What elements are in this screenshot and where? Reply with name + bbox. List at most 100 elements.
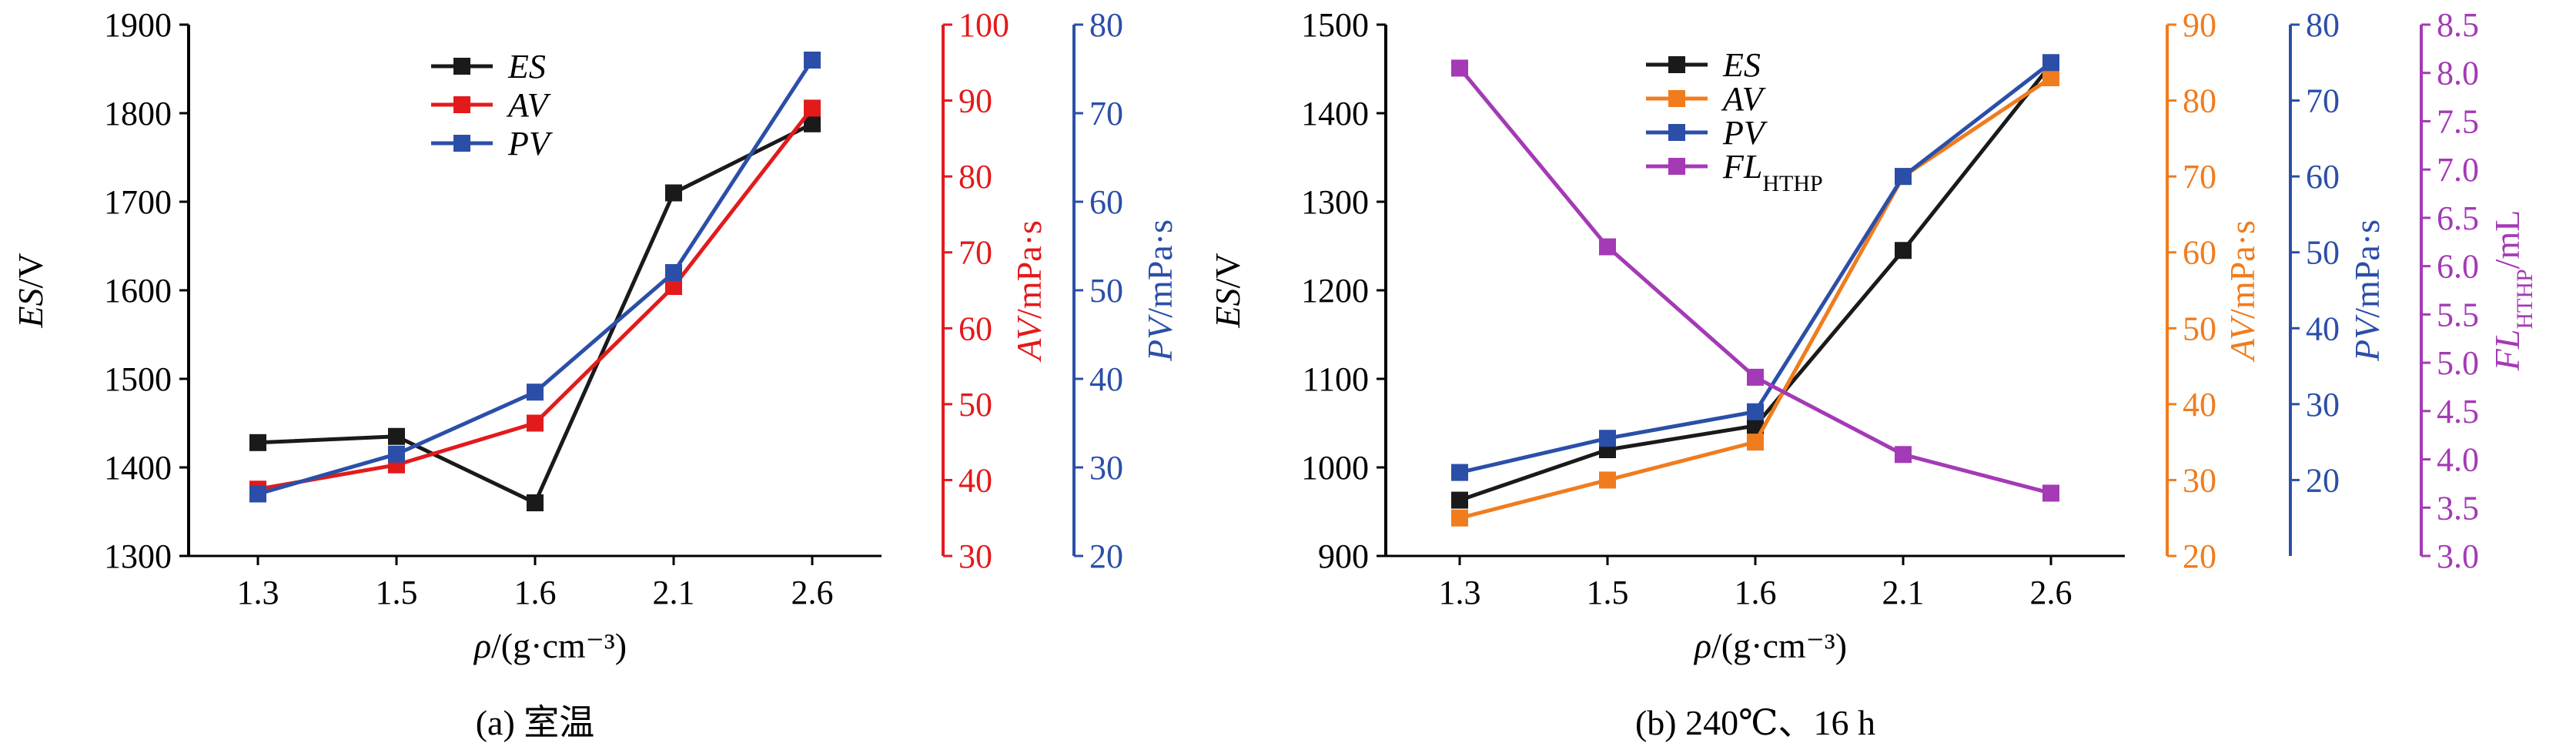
chart-data-1-fl-tick-label: 6.5 <box>2437 199 2479 237</box>
chart-data-0-series-av-point <box>527 414 544 432</box>
chart-data-1-es-tick-label: 1400 <box>1301 95 1369 132</box>
chart-data-0-series-pv-point <box>249 485 266 503</box>
chart-data-0-series-pv-point <box>665 264 682 281</box>
chart-data-1-pv-tick-label: 70 <box>2306 82 2340 120</box>
chart-data-1-fl-tick-label: 5.0 <box>2437 344 2479 382</box>
chart-data-0-pv-tick-label: 20 <box>1089 537 1123 575</box>
chart-data-0-av-tick-label: 90 <box>958 82 992 120</box>
chart-data-1-x-tick-label: 1.6 <box>1735 574 1777 611</box>
chart-data-0-series-pv-point <box>527 383 544 401</box>
chart-data-1-legend-label: AV <box>1721 80 1767 118</box>
chart-b: 1.3 1.5 1.6 2.1 2.6 ρ/(g·cm⁻³) (b) 240℃、16 h 90… <box>1208 6 2538 742</box>
chart-data-1-es-tick-label: 1200 <box>1301 272 1369 310</box>
chart-a: 1.3 1.5 1.6 2.1 2.6 ρ/(g·cm⁻³) (a) 室温 1300 1400 1… <box>11 6 1179 742</box>
chart-data-1-pv-tick-label: 80 <box>2306 6 2340 44</box>
chart-data-0-es-tick-label: 1400 <box>104 449 172 487</box>
chart-data-0-legend-label: AV <box>506 86 552 124</box>
chart-data-0-pv-tick-label: 30 <box>1089 449 1123 487</box>
chart-data-1-series-av-point <box>1747 434 1764 451</box>
chart-data-0-av-tick-label: 70 <box>958 234 992 272</box>
chart-data-0-series-es-point <box>527 494 544 511</box>
chart-data-0-pv-tick-label: 80 <box>1089 6 1123 44</box>
chart-data-1-fl-axis-label: FLHTHP/mL <box>2487 210 2538 372</box>
chart-data-1-pv-tick-label: 20 <box>2306 461 2340 499</box>
chart-data-0-series-av-point <box>804 99 821 117</box>
chart-data-1-x-tick-label: 2.6 <box>2030 574 2073 611</box>
chart-data-1-fl-tick-label: 3.0 <box>2437 537 2479 575</box>
chart-data-1-es-tick-label: 1100 <box>1303 360 1369 398</box>
chart-data-1-av-tick-label: 60 <box>2183 234 2216 272</box>
chart-data-1-fl-tick-label: 3.5 <box>2437 489 2479 527</box>
chart-data-0-es-tick-label: 1500 <box>104 360 172 398</box>
chart-data-1-series-pv-point <box>1747 403 1764 420</box>
chart-data-0-es-axis-label: ES/V <box>11 253 50 328</box>
chart-data-0-series-es-point <box>804 115 821 132</box>
chart-data-0-av-axis-label: AV/mPa·s <box>1009 220 1049 363</box>
chart-data-1-fl-tick-label: 4.0 <box>2437 441 2479 479</box>
chart-data-1-es-axis-label: ES/V <box>1208 253 1247 328</box>
chart-data-1-av-tick-label: 70 <box>2183 158 2216 196</box>
chart-data-1-es-tick-label: 1300 <box>1301 183 1369 221</box>
chart-data-0-series-es-line <box>257 122 814 506</box>
chart-data-1-legend-label: FLHTHP <box>1722 148 1823 196</box>
chart-data-1-fl-tick-label: 8.0 <box>2437 55 2479 92</box>
chart-data-0-series-es-point <box>249 434 266 451</box>
chart-data-1-x-tick-label: 2.1 <box>1882 574 1925 611</box>
chart-data-1-series-pv-point <box>2042 54 2059 72</box>
chart-data-1-series-pv-point <box>1599 430 1616 447</box>
chart-data-1-series-fl-point <box>1599 238 1616 256</box>
chart-data-0-legend-marker <box>453 58 470 75</box>
chart-data-1-pv-tick-label: 40 <box>2306 310 2340 347</box>
chart-data-0-es-tick-label: 1700 <box>104 183 172 221</box>
chart-data-1-caption: (b) 240℃、16 h <box>1635 703 1875 742</box>
chart-data-1-series-fl-point <box>1895 446 1912 464</box>
chart-data-0-caption: (a) 室温 <box>476 703 595 742</box>
chart-data-1-series-av-point <box>1451 509 1468 527</box>
chart-data-1-fl-tick-label: 6.0 <box>2437 248 2479 286</box>
chart-data-0-av-tick-label: 80 <box>958 158 992 196</box>
chart-data-1-series-es-point <box>1895 242 1912 259</box>
chart-data-0-av-tick-label: 60 <box>958 310 992 347</box>
chart-data-1-pv-tick-label: 50 <box>2306 234 2340 272</box>
chart-data-1-fl-tick-label: 7.5 <box>2437 102 2479 140</box>
chart-data-0-legend-marker <box>453 135 470 152</box>
chart-data-1-series-pv-point <box>1895 168 1912 186</box>
chart-data-0-legend-label: PV <box>507 125 554 162</box>
chart-data-1-legend-label: ES <box>1722 46 1761 84</box>
chart-data-1-series-fl-point <box>1747 368 1764 386</box>
chart-data-0-series-es-point <box>388 427 405 445</box>
chart-data-0-pv-axis-label: PV/mPa·s <box>1140 219 1179 362</box>
chart-data-1-fl-tick-label: 7.0 <box>2437 151 2479 189</box>
chart-data-1-series-es-point <box>1747 417 1764 434</box>
chart-data-1-av-axis-label: AV/mPa·s <box>2223 220 2262 363</box>
chart-data-1-series-pv-point <box>1451 464 1468 481</box>
chart-data-0-x-tick-label: 2.1 <box>653 574 695 611</box>
chart-data-1-pv-tick-label: 30 <box>2306 386 2340 424</box>
chart-data-0-pv-tick-label: 40 <box>1089 360 1123 398</box>
chart-data-1-fl-tick-label: 4.5 <box>2437 393 2479 430</box>
chart-data-1-legend-marker <box>1668 124 1685 141</box>
chart-data-0-legend-label: ES <box>507 48 546 85</box>
chart-data-0-series-av-point <box>665 278 682 296</box>
chart-data-1-es-tick-label: 900 <box>1318 537 1369 575</box>
chart-data-0-av-tick-label: 100 <box>958 6 1009 44</box>
chart-data-1-legend-marker <box>1668 158 1685 175</box>
chart-data-0-series-pv-point <box>804 52 821 69</box>
chart-data-1-series-fl-point <box>2042 484 2059 502</box>
chart-data-0-pv-tick-label: 50 <box>1089 272 1123 310</box>
chart-data-0-x-tick-label: 2.6 <box>791 574 834 611</box>
chart-data-0-es-tick-label: 1800 <box>104 95 172 132</box>
chart-data-0-x-tick-label: 1.6 <box>514 574 557 611</box>
chart-data-0-av-tick-label: 40 <box>958 461 992 499</box>
chart-data-1-legend-marker <box>1668 90 1685 107</box>
chart-data-1-pv-tick-label: 60 <box>2306 158 2340 196</box>
chart-data-0-x-tick-label: 1.5 <box>376 574 418 611</box>
chart-data-0-av-tick-label: 30 <box>958 537 992 575</box>
chart-data-0-legend-marker <box>453 96 470 113</box>
chart-data-1-legend-marker <box>1668 56 1685 73</box>
chart-data-0-x-axis-label: ρ/(g·cm⁻³) <box>473 626 627 665</box>
chart-data-1-av-tick-label: 40 <box>2183 386 2216 424</box>
chart-data-1-av-tick-label: 20 <box>2183 537 2216 575</box>
chart-data-0-pv-tick-label: 70 <box>1089 95 1123 132</box>
chart-data-1-av-tick-label: 80 <box>2183 82 2216 120</box>
